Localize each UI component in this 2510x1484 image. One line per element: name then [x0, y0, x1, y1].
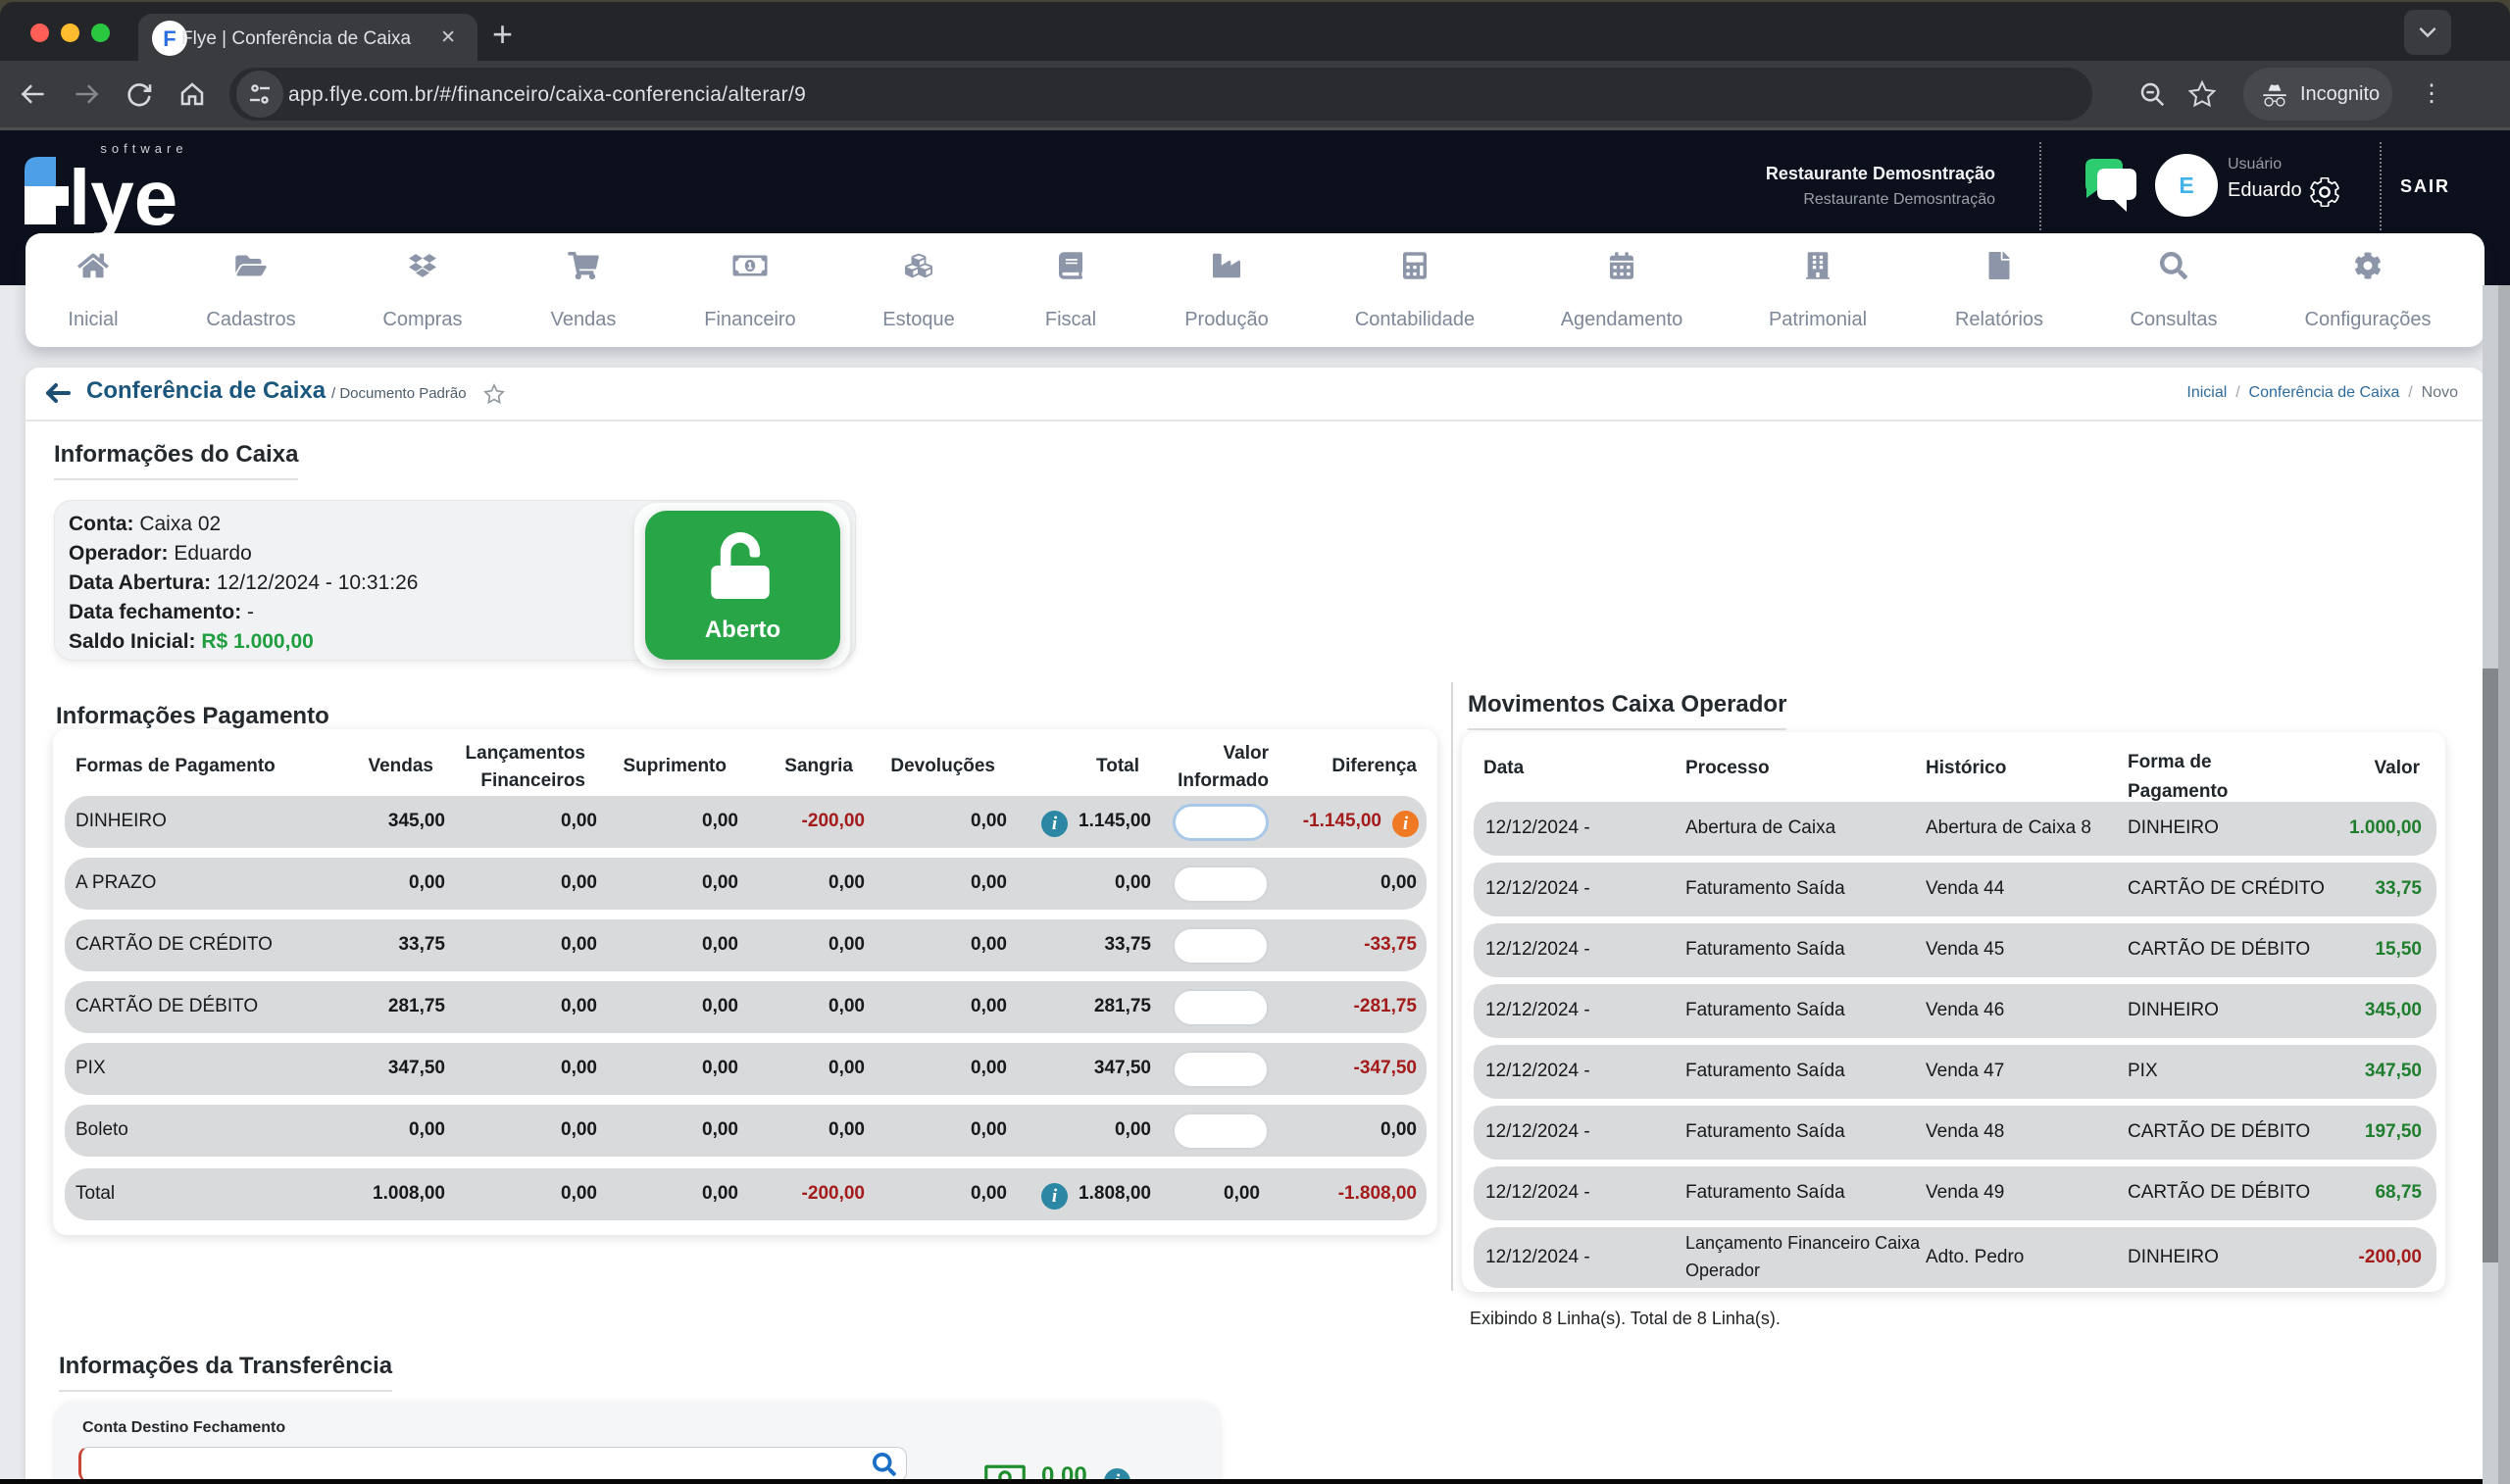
svg-text:software: software [100, 141, 187, 156]
svg-text:lye: lye [69, 154, 177, 241]
